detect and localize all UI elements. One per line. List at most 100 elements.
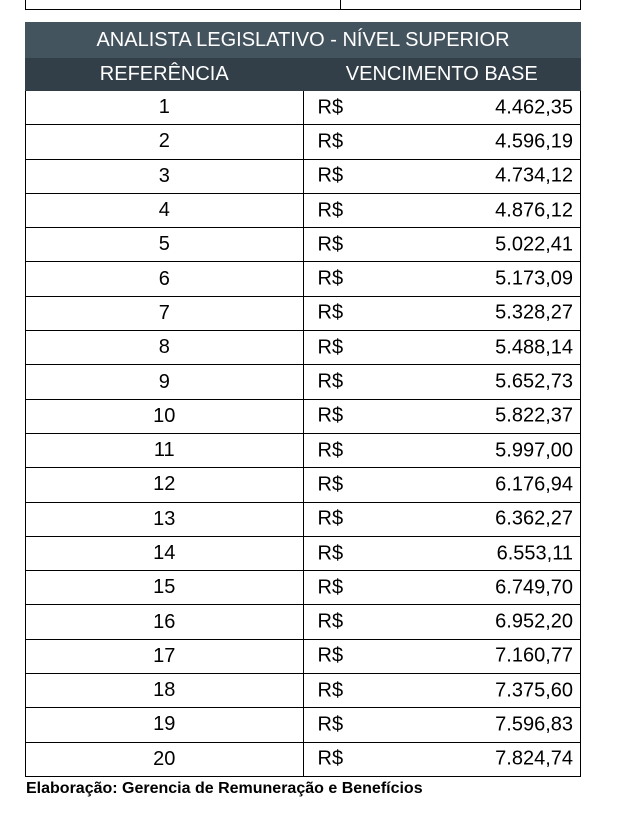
- salary-cell: R$ 5.022,41: [302, 227, 581, 263]
- amount: 5.328,27: [495, 301, 573, 324]
- amount: 6.952,20: [495, 610, 573, 633]
- table-row: 7 R$ 5.328,27: [25, 295, 581, 332]
- reference-cell: 3: [25, 158, 304, 194]
- currency: R$: [317, 542, 344, 564]
- reference-cell: 9: [25, 364, 304, 400]
- salary-cell: R$ 5.328,27: [302, 295, 581, 332]
- table-row: 13 R$ 6.362,27: [25, 501, 581, 537]
- currency: R$: [317, 336, 344, 359]
- salary-cell: R$ 5.488,14: [302, 330, 581, 366]
- currency: R$: [317, 610, 344, 633]
- table-row: 14 R$ 6.553,11: [25, 535, 581, 572]
- salary-cell: R$ 4.462,35: [302, 89, 581, 126]
- currency: R$: [317, 644, 344, 667]
- table-row: 10 R$ 5.822,37: [25, 398, 581, 434]
- amount: 7.375,60: [495, 679, 573, 702]
- reference-cell: 12: [25, 467, 304, 503]
- salary-cell: R$ 6.952,20: [302, 604, 581, 640]
- table-row: 9 R$ 5.652,73: [25, 364, 581, 400]
- reference-cell: 7: [25, 295, 304, 332]
- currency: R$: [317, 507, 344, 530]
- currency: R$: [317, 301, 344, 324]
- reference-cell: 13: [25, 501, 304, 537]
- salary-cell: R$ 7.160,77: [302, 638, 581, 675]
- currency: R$: [317, 130, 344, 153]
- salary-cell: R$ 4.734,12: [302, 158, 581, 194]
- amount: 7.160,77: [495, 644, 573, 667]
- reference-cell: 4: [25, 192, 304, 229]
- reference-cell: 18: [25, 673, 304, 709]
- amount: 5.488,14: [495, 336, 573, 359]
- table-row: 18 R$ 7.375,60: [25, 673, 581, 709]
- table-row: 1 R$ 4.462,35: [25, 89, 581, 126]
- salary-cell: R$ 4.596,19: [302, 124, 581, 160]
- reference-cell: 16: [25, 604, 304, 640]
- amount: 4.462,35: [495, 96, 573, 119]
- currency: R$: [317, 267, 344, 290]
- currency: R$: [317, 747, 344, 770]
- reference-cell: 19: [25, 707, 304, 743]
- amount: 4.596,19: [495, 130, 573, 153]
- table-row: 8 R$ 5.488,14: [25, 330, 581, 366]
- table-row: 16 R$ 6.952,20: [25, 604, 581, 640]
- footer-note: Elaboração: Gerencia de Remuneração e Be…: [26, 780, 423, 797]
- previous-table-edge: [25, 0, 581, 10]
- salary-cell: R$ 4.876,12: [302, 192, 581, 229]
- salary-cell: R$ 7.375,60: [302, 673, 581, 709]
- table-row: 15 R$ 6.749,70: [25, 570, 581, 606]
- salary-cell: R$ 7.824,74: [302, 741, 581, 777]
- salary-cell: R$ 6.176,94: [302, 467, 581, 503]
- amount: 6.553,11: [496, 542, 573, 564]
- currency: R$: [317, 713, 344, 736]
- currency: R$: [317, 233, 344, 256]
- table-row: 2 R$ 4.596,19: [25, 124, 581, 160]
- reference-cell: 20: [25, 741, 304, 777]
- salary-cell: R$ 5.997,00: [302, 432, 581, 469]
- salary-table: ANALISTA LEGISLATIVO - NÍVEL SUPERIOR RE…: [25, 22, 581, 777]
- amount: 6.176,94: [495, 473, 573, 496]
- currency: R$: [317, 439, 344, 462]
- table-row: 3 R$ 4.734,12: [25, 158, 581, 194]
- reference-cell: 6: [25, 261, 304, 297]
- reference-cell: 8: [25, 330, 304, 366]
- reference-cell: 5: [25, 227, 304, 263]
- reference-cell: 17: [25, 638, 304, 675]
- column-header: VENCIMENTO BASE: [302, 57, 581, 91]
- currency: R$: [317, 96, 344, 119]
- amount: 6.362,27: [495, 507, 573, 530]
- table-row: 11 R$ 5.997,00: [25, 432, 581, 469]
- reference-cell: 14: [25, 535, 304, 572]
- salary-cell: R$ 7.596,83: [302, 707, 581, 743]
- table-row: 20 R$ 7.824,74: [25, 741, 581, 777]
- currency: R$: [317, 370, 344, 393]
- salary-cell: R$ 6.362,27: [302, 501, 581, 537]
- column-header: REFERÊNCIA: [25, 57, 304, 91]
- currency: R$: [317, 576, 344, 599]
- amount: 5.652,73: [495, 370, 573, 393]
- currency: R$: [317, 199, 344, 222]
- salary-cell: R$ 6.749,70: [302, 570, 581, 606]
- salary-cell: R$ 6.553,11: [302, 535, 581, 572]
- currency: R$: [317, 404, 344, 427]
- reference-cell: 15: [25, 570, 304, 606]
- amount: 7.596,83: [495, 713, 573, 736]
- amount: 5.997,00: [495, 439, 573, 462]
- amount: 5.822,37: [495, 404, 573, 427]
- reference-cell: 2: [25, 124, 304, 160]
- reference-cell: 10: [25, 398, 304, 434]
- table-row: 5 R$ 5.022,41: [25, 227, 581, 263]
- table-title: ANALISTA LEGISLATIVO - NÍVEL SUPERIOR: [25, 22, 581, 58]
- currency: R$: [317, 679, 344, 702]
- table-row: 19 R$ 7.596,83: [25, 707, 581, 743]
- amount: 4.876,12: [495, 199, 573, 222]
- amount: 5.022,41: [495, 233, 573, 256]
- salary-cell: R$ 5.652,73: [302, 364, 581, 400]
- table-row: 17 R$ 7.160,77: [25, 638, 581, 675]
- amount: 4.734,12: [495, 164, 573, 187]
- reference-cell: 11: [25, 432, 304, 469]
- table-row: 12 R$ 6.176,94: [25, 467, 581, 503]
- reference-cell: 1: [25, 89, 304, 126]
- amount: 7.824,74: [495, 747, 573, 770]
- salary-cell: R$ 5.822,37: [302, 398, 581, 434]
